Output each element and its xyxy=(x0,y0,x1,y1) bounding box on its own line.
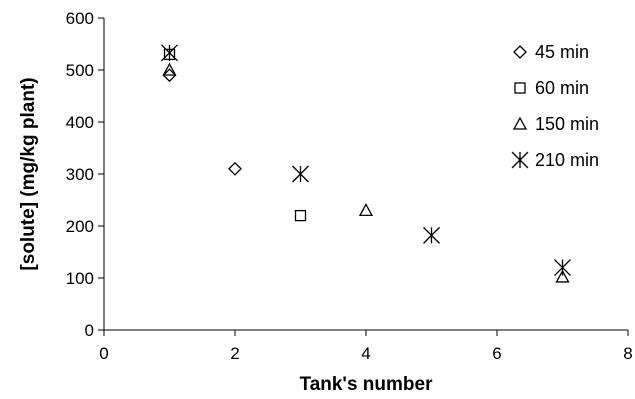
series-diamond xyxy=(162,68,242,176)
series-square xyxy=(163,48,307,222)
legend-label: 210 min xyxy=(535,150,599,170)
legend-marker xyxy=(512,116,528,130)
legend-item: 60 min xyxy=(514,78,589,98)
data-points xyxy=(161,44,571,283)
legend-item: 210 min xyxy=(511,150,599,170)
y-tick-label: 500 xyxy=(66,61,94,80)
axes xyxy=(103,18,628,331)
data-point xyxy=(292,165,309,183)
legend-label: 150 min xyxy=(535,114,599,134)
y-tick-label: 200 xyxy=(66,217,94,236)
data-point xyxy=(162,68,177,83)
y-axis-title: [solute] (mg/kg plant) xyxy=(18,77,39,270)
y-tick-label: 0 xyxy=(85,321,94,340)
y-tick-label: 300 xyxy=(66,165,94,184)
y-ticks: 0 100 200 300 400 500 600 xyxy=(66,9,104,340)
x-axis-title: Tank's number xyxy=(300,374,434,395)
legend: 45 min 60 min 150 min 210 min xyxy=(511,42,599,170)
y-tick-label: 600 xyxy=(66,9,94,28)
data-point xyxy=(294,209,307,222)
series-asterisk xyxy=(161,44,571,277)
series-triangle xyxy=(162,62,570,283)
data-point xyxy=(228,161,242,176)
legend-item: 150 min xyxy=(512,114,599,134)
data-point xyxy=(423,226,440,244)
legend-marker xyxy=(511,151,529,169)
legend-item: 45 min xyxy=(513,42,589,62)
x-tick-label: 6 xyxy=(492,344,501,363)
x-ticks: 0 2 4 6 8 xyxy=(99,330,633,363)
y-tick-label: 100 xyxy=(66,269,94,288)
x-tick-label: 4 xyxy=(361,344,370,363)
x-tick-label: 0 xyxy=(99,344,108,363)
data-point xyxy=(554,259,571,277)
legend-marker xyxy=(513,45,527,59)
data-point xyxy=(358,203,374,217)
legend-marker xyxy=(514,82,526,94)
legend-label: 60 min xyxy=(535,78,589,98)
x-tick-label: 2 xyxy=(230,344,239,363)
data-point xyxy=(555,269,570,283)
data-point xyxy=(161,44,178,62)
y-tick-label: 400 xyxy=(66,113,94,132)
legend-label: 45 min xyxy=(535,42,589,62)
data-point xyxy=(162,62,177,76)
x-tick-label: 8 xyxy=(623,344,632,363)
